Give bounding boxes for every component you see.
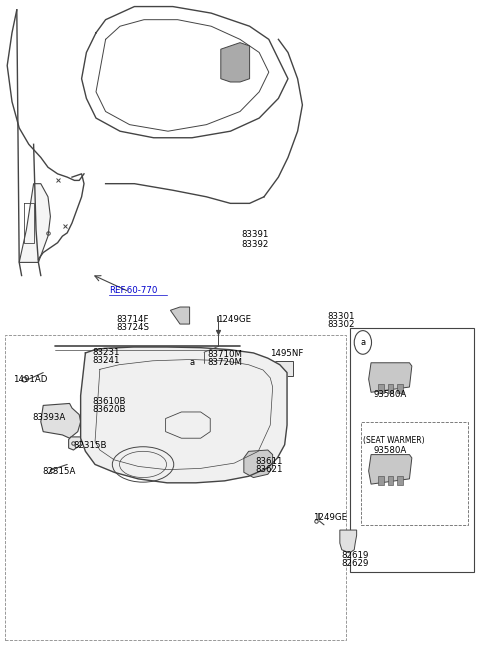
Text: 83231: 83231 <box>92 348 120 357</box>
Text: 83302: 83302 <box>327 320 355 329</box>
Text: 83714F: 83714F <box>116 315 149 324</box>
Bar <box>397 476 403 485</box>
Bar <box>121 408 128 424</box>
Text: 82629: 82629 <box>342 559 369 568</box>
Polygon shape <box>369 363 412 392</box>
Text: 83620B: 83620B <box>92 405 126 414</box>
Text: 93580A: 93580A <box>373 446 407 455</box>
Text: a: a <box>190 358 194 367</box>
Text: 82315B: 82315B <box>73 441 107 450</box>
Text: 83724S: 83724S <box>116 323 149 332</box>
Polygon shape <box>100 396 145 425</box>
Polygon shape <box>170 307 190 324</box>
Bar <box>397 384 403 393</box>
Text: 83720M: 83720M <box>207 358 242 367</box>
Bar <box>350 328 474 572</box>
Text: 83710M: 83710M <box>207 350 242 359</box>
Text: 83241: 83241 <box>92 356 120 365</box>
Text: 83611: 83611 <box>255 457 283 466</box>
Polygon shape <box>69 437 81 450</box>
Polygon shape <box>81 347 287 483</box>
Polygon shape <box>221 43 250 82</box>
Text: a: a <box>360 338 365 347</box>
Text: 1491AD: 1491AD <box>13 375 48 384</box>
Text: 83301: 83301 <box>327 312 355 321</box>
Text: REF.60-770: REF.60-770 <box>109 286 158 295</box>
Bar <box>378 476 384 485</box>
Bar <box>378 384 384 393</box>
Bar <box>111 408 118 424</box>
Text: 83393A: 83393A <box>33 413 66 422</box>
Text: 1495NF: 1495NF <box>270 349 303 358</box>
Text: 83610B: 83610B <box>92 397 126 406</box>
Polygon shape <box>244 450 273 478</box>
Text: 83392: 83392 <box>241 239 268 249</box>
Bar <box>361 422 468 525</box>
Text: 83391: 83391 <box>241 230 268 239</box>
Polygon shape <box>177 369 229 396</box>
Text: 1249GE: 1249GE <box>313 513 347 522</box>
Text: (SEAT WARMER): (SEAT WARMER) <box>363 436 424 445</box>
Text: 83621: 83621 <box>255 465 283 474</box>
Bar <box>130 408 136 424</box>
Polygon shape <box>41 403 81 438</box>
Polygon shape <box>19 184 50 262</box>
Text: 82619: 82619 <box>342 551 369 560</box>
Text: 1249GE: 1249GE <box>217 315 251 324</box>
Bar <box>388 384 393 393</box>
Polygon shape <box>369 455 412 484</box>
Polygon shape <box>340 530 357 553</box>
Bar <box>5 335 346 640</box>
Text: 93580A: 93580A <box>373 390 407 400</box>
Text: 82315A: 82315A <box>42 467 76 476</box>
Bar <box>388 476 393 485</box>
Bar <box>263 361 293 376</box>
